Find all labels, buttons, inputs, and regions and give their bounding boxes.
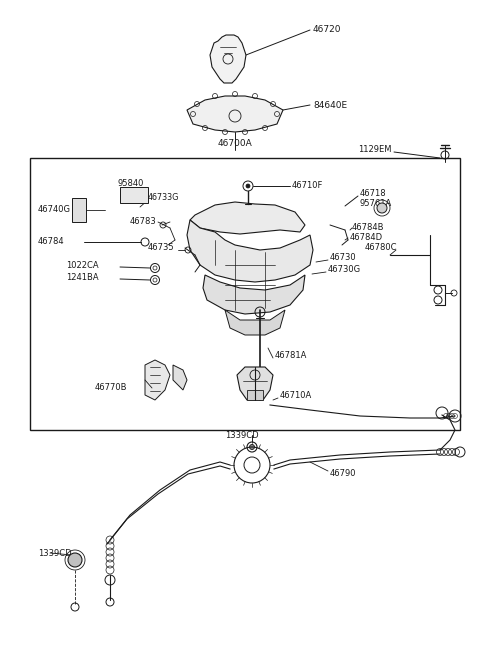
Text: 46740G: 46740G	[38, 205, 71, 215]
Text: 46784B: 46784B	[352, 222, 384, 232]
Polygon shape	[247, 390, 263, 400]
Text: 46790: 46790	[330, 468, 357, 478]
Text: 46730: 46730	[330, 253, 357, 262]
Polygon shape	[190, 202, 305, 234]
Text: 46784D: 46784D	[350, 234, 383, 243]
Circle shape	[68, 553, 82, 567]
Text: 46783: 46783	[130, 218, 157, 226]
Text: 1339CD: 1339CD	[225, 430, 259, 440]
Circle shape	[246, 184, 250, 188]
Polygon shape	[203, 275, 305, 314]
Polygon shape	[210, 35, 246, 83]
Text: 46770B: 46770B	[95, 384, 128, 392]
Polygon shape	[187, 96, 283, 132]
Text: 46735: 46735	[148, 243, 175, 253]
Text: 84640E: 84640E	[313, 100, 347, 110]
Text: 1241BA: 1241BA	[66, 274, 98, 283]
Bar	[120, 187, 148, 203]
Polygon shape	[237, 367, 273, 400]
Text: 95840: 95840	[118, 178, 144, 188]
Circle shape	[377, 203, 387, 213]
Text: 46710F: 46710F	[292, 182, 324, 190]
Text: 46720: 46720	[313, 26, 341, 35]
Text: 46733G: 46733G	[148, 194, 180, 203]
Bar	[30, 158, 460, 430]
Text: 46710A: 46710A	[280, 390, 312, 400]
Bar	[72, 198, 86, 222]
Text: 46784: 46784	[38, 237, 65, 247]
Text: 1129EM: 1129EM	[359, 146, 392, 155]
Text: 46718: 46718	[360, 188, 386, 197]
Polygon shape	[225, 310, 285, 335]
Polygon shape	[145, 360, 170, 400]
Text: 1022CA: 1022CA	[66, 260, 98, 270]
Text: 46700A: 46700A	[217, 138, 252, 148]
Text: 1339CD: 1339CD	[38, 548, 72, 558]
Text: 46780C: 46780C	[365, 243, 397, 251]
Polygon shape	[173, 365, 187, 390]
Text: 95761A: 95761A	[360, 199, 392, 209]
Text: 46781A: 46781A	[275, 350, 307, 359]
Polygon shape	[187, 220, 313, 282]
Text: 46730G: 46730G	[328, 266, 361, 274]
Circle shape	[250, 445, 254, 449]
